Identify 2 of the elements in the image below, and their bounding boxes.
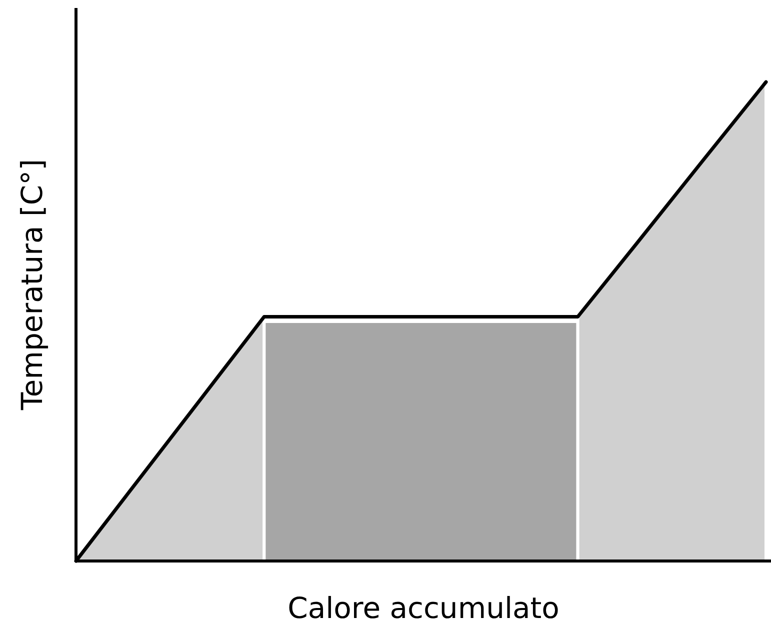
x-axis-title: Calore accumulato	[288, 591, 560, 625]
y-axis-title: Temperatura [C°]	[15, 159, 49, 411]
